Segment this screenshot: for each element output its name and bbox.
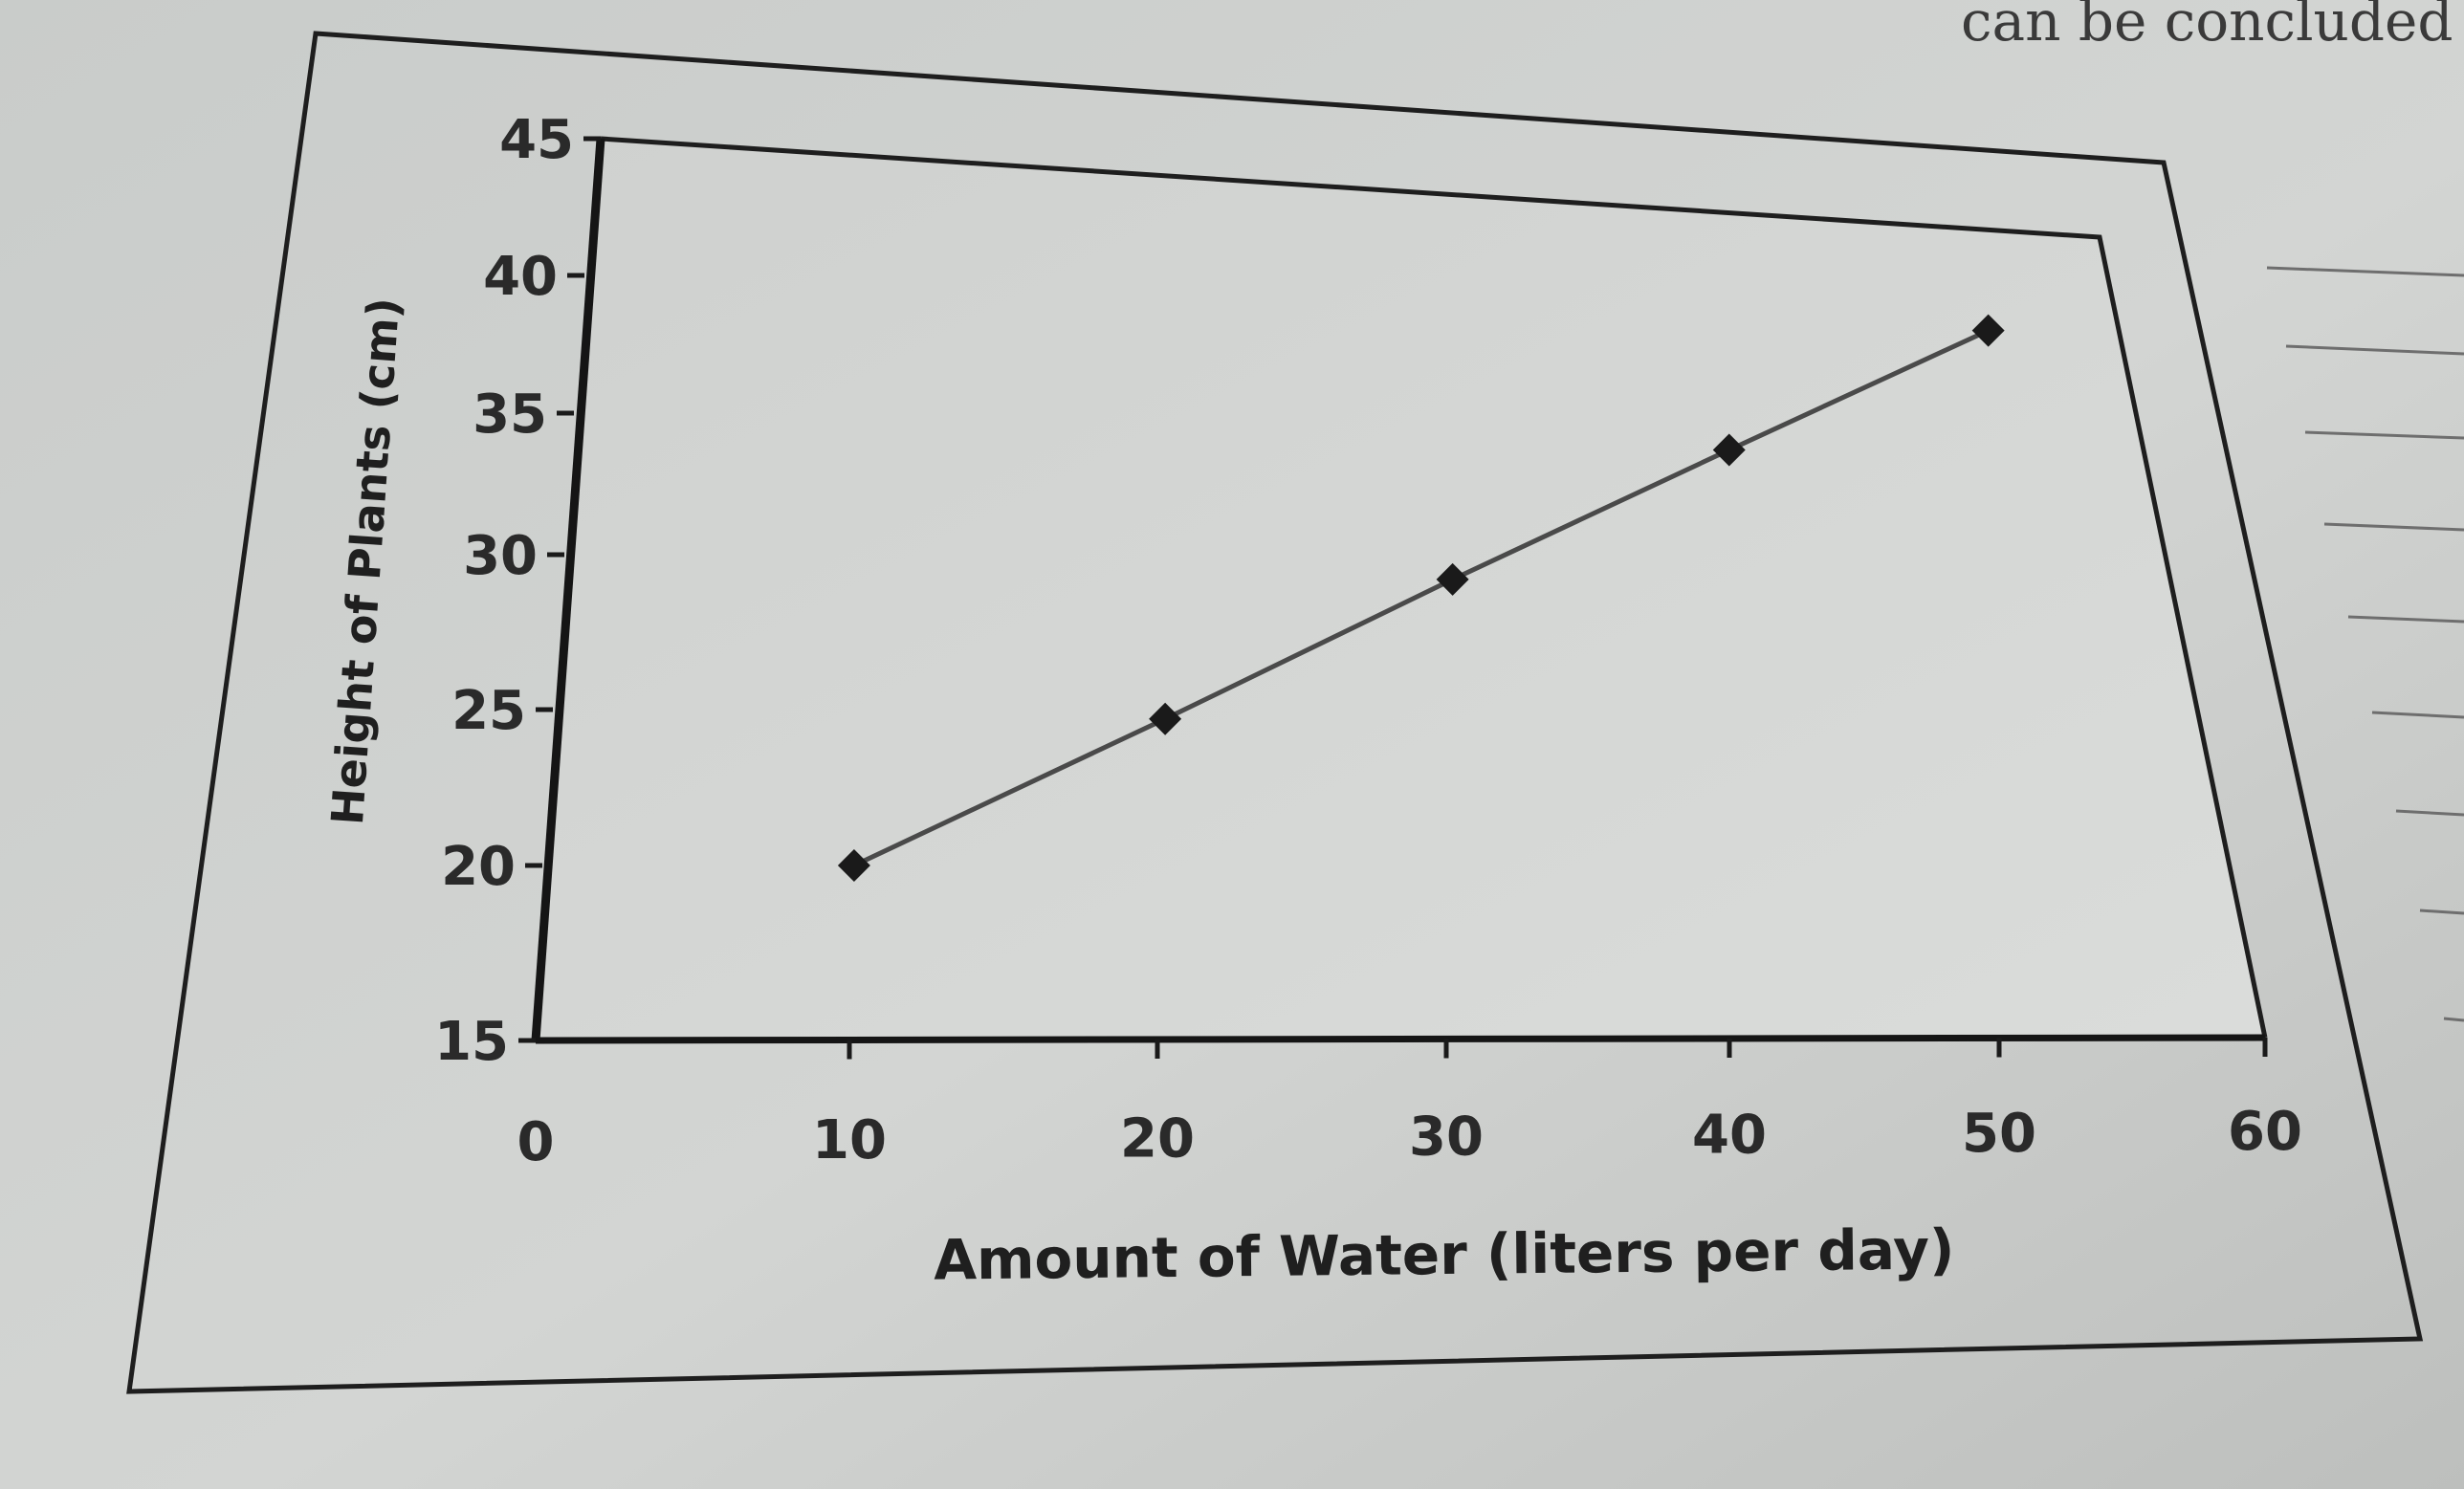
outer-frame: [126, 31, 2424, 1394]
ticks-layer: 15 20 25 30 35 40 45 0 10 20 30 40 50 60: [434, 109, 2302, 1173]
y-tick-label: 30: [463, 525, 538, 587]
x-tick-label: 10: [812, 1109, 887, 1171]
x-tick-label: 30: [1409, 1106, 1484, 1169]
x-tick-label: 20: [1120, 1107, 1195, 1170]
y-tick-label: 35: [473, 383, 547, 446]
plot-border: [600, 136, 2268, 1039]
data-point-marker: [1436, 562, 1469, 596]
x-tick-label: 60: [2228, 1101, 2302, 1163]
plot-area: [536, 139, 2265, 1040]
y-tick-label: 40: [483, 246, 558, 308]
data-point-marker: [1149, 702, 1182, 735]
data-point-marker: [1971, 314, 2005, 347]
y-tick-label: 20: [441, 836, 516, 898]
x-tick-label: 0: [517, 1111, 555, 1173]
data-point-marker: [837, 849, 870, 882]
x-axis-title: Amount of Water (liters per day): [934, 1216, 1955, 1292]
y-tick-label: 45: [499, 109, 574, 171]
y-tick-label: 15: [434, 1011, 509, 1073]
x-tick-label: 50: [1962, 1103, 2036, 1165]
x-tick-label: 40: [1692, 1105, 1767, 1167]
x-axis: [535, 1034, 2266, 1044]
data-point-marker: [1712, 433, 1746, 467]
y-tick-label: 25: [451, 680, 526, 742]
answer-lines: [2266, 266, 2464, 1022]
series-layer: [837, 314, 2005, 882]
y-axis: [531, 138, 605, 1041]
header-text: can be concluded from: [1961, 0, 2464, 54]
